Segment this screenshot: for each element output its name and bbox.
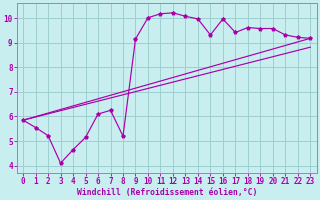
X-axis label: Windchill (Refroidissement éolien,°C): Windchill (Refroidissement éolien,°C) — [76, 188, 257, 197]
